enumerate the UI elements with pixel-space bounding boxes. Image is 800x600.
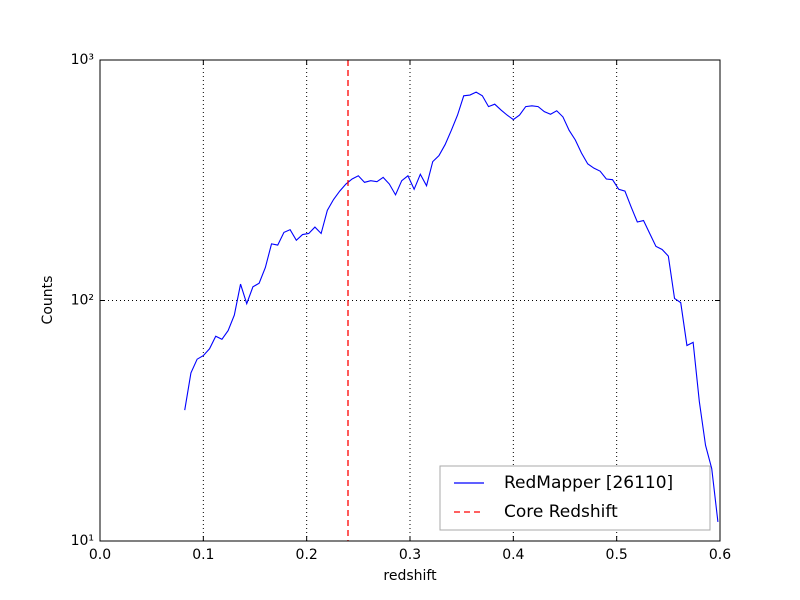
plot-frame [99,59,721,542]
y-tick-label: 10³ [71,52,94,68]
y-tick-label: 10² [71,293,94,309]
x-tick-label: 0.4 [502,547,524,563]
x-tick-label: 0.2 [296,547,318,563]
x-tick-label: 0.6 [709,547,731,563]
x-axis-label: redshift [383,568,437,584]
x-tick-label: 0.5 [606,547,628,563]
x-tick-label: 0.3 [399,547,421,563]
legend-label: Core Redshift [504,502,618,522]
plot-area [184,60,719,541]
y-tick-label: 10¹ [71,533,94,549]
legend: RedMapper [26110] Core Redshift [439,465,711,531]
y-axis-label: Counts [40,276,56,325]
legend-box [439,465,711,531]
x-tick-label: 0.1 [192,547,214,563]
legend-label: RedMapper [26110] [504,473,673,493]
x-tick-label: 0.0 [89,547,111,563]
data-line [184,91,719,523]
